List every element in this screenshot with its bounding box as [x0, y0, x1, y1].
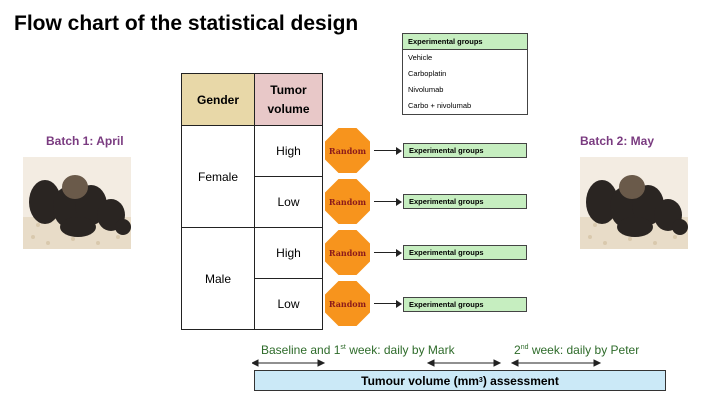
- level-cell-female-low: Low: [254, 176, 323, 228]
- legend-item: Carboplatin: [408, 69, 447, 78]
- experimental-groups-box: Experimental groups: [403, 297, 527, 312]
- timeline-right-b: week: daily by Peter: [528, 343, 640, 357]
- random-octagon: Random: [325, 128, 370, 173]
- timeline-right-sup: nd: [520, 344, 529, 351]
- tumour-assessment-bar: Tumour volume (mm 3) assessment: [254, 370, 666, 391]
- random-label: Random: [328, 145, 367, 156]
- timeline-right-text: 2nd week: daily by Peter: [514, 343, 639, 357]
- legend-item: Nivolumab: [408, 85, 444, 94]
- level-cell-male-high: High: [254, 227, 323, 279]
- timeline-left-a: Baseline and 1: [261, 343, 341, 357]
- arrow-line: [374, 201, 396, 202]
- random-label: Random: [328, 247, 367, 258]
- arrow-head: [396, 300, 402, 308]
- random-octagon: Random: [325, 281, 370, 326]
- mice-photo-left: [23, 157, 131, 249]
- random-octagon: Random: [325, 230, 370, 275]
- design-table: Gender Tumor volume Female High Low Male …: [181, 73, 323, 330]
- level-cell-male-low: Low: [254, 278, 323, 330]
- legend-item: Carbo + nivolumab: [408, 101, 472, 110]
- timeline-left-sup: st: [340, 344, 346, 351]
- arrow-line: [374, 252, 396, 253]
- mice-photo-right: [580, 157, 688, 249]
- female-cell: Female: [181, 125, 255, 228]
- arrow-line: [374, 150, 396, 151]
- experimental-groups-box: Experimental groups: [403, 245, 527, 260]
- tumor-header-line2: volume: [267, 101, 310, 116]
- arrow-head: [396, 249, 402, 257]
- random-label: Random: [328, 298, 367, 309]
- assessment-b: ) assessment: [482, 373, 559, 388]
- arrow-head: [396, 147, 402, 155]
- assessment-sup: 3: [478, 377, 483, 384]
- experimental-groups-box: Experimental groups: [403, 194, 527, 209]
- level-cell-female-high: High: [254, 125, 323, 177]
- random-octagon: Random: [325, 179, 370, 224]
- experimental-groups-box: Experimental groups: [403, 143, 527, 158]
- experimental-groups-legend: Experimental groups Vehicle Carboplatin …: [402, 33, 528, 115]
- timeline-right-a: 2: [514, 343, 521, 357]
- legend-item: Vehicle: [408, 53, 433, 62]
- timeline-left-b: week: daily by Mark: [345, 343, 455, 357]
- page-title: Flow chart of the statistical design: [14, 12, 359, 35]
- legend-header: Experimental groups: [403, 34, 527, 50]
- male-cell: Male: [181, 227, 255, 330]
- tumor-volume-header: Tumor volume: [254, 73, 323, 126]
- batch-1-label: Batch 1: April: [46, 134, 124, 148]
- timeline-arrows: [252, 359, 602, 367]
- batch-2-label: Batch 2: May: [580, 134, 655, 148]
- arrow-head: [396, 198, 402, 206]
- gender-header: Gender: [181, 73, 255, 126]
- tumor-header-line1: Tumor: [270, 82, 307, 97]
- timeline-left-text: Baseline and 1st week: daily by Mark: [261, 343, 455, 357]
- assessment-a: Tumour volume (mm: [361, 373, 479, 388]
- random-label: Random: [328, 196, 367, 207]
- arrow-line: [374, 303, 396, 304]
